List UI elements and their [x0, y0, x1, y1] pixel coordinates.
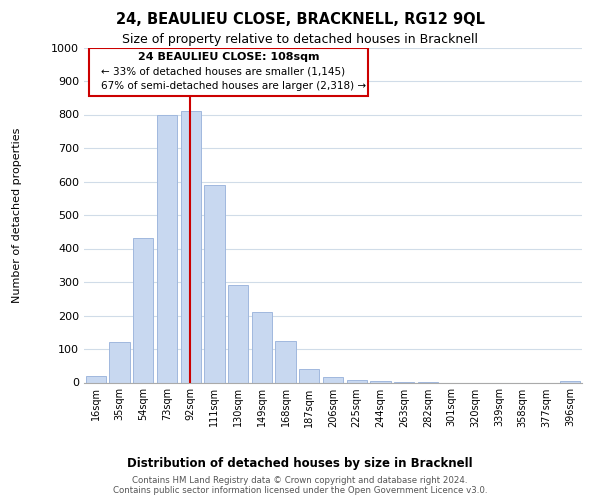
Bar — [181, 111, 201, 382]
Bar — [323, 378, 343, 382]
Bar — [252, 312, 272, 382]
Bar — [133, 238, 154, 382]
FancyBboxPatch shape — [89, 48, 368, 96]
Text: Size of property relative to detached houses in Bracknell: Size of property relative to detached ho… — [122, 32, 478, 46]
Bar — [157, 114, 177, 382]
Bar — [299, 369, 319, 382]
Text: ← 33% of detached houses are smaller (1,145): ← 33% of detached houses are smaller (1,… — [101, 67, 346, 77]
Y-axis label: Number of detached properties: Number of detached properties — [12, 128, 22, 302]
Bar — [205, 185, 224, 382]
Text: 67% of semi-detached houses are larger (2,318) →: 67% of semi-detached houses are larger (… — [101, 81, 367, 91]
Bar — [109, 342, 130, 382]
Text: Contains public sector information licensed under the Open Government Licence v3: Contains public sector information licen… — [113, 486, 487, 495]
Text: 24 BEAULIEU CLOSE: 108sqm: 24 BEAULIEU CLOSE: 108sqm — [137, 52, 319, 62]
Bar — [228, 286, 248, 382]
Bar — [86, 376, 106, 382]
Bar — [275, 340, 296, 382]
Bar — [347, 380, 367, 382]
Text: Distribution of detached houses by size in Bracknell: Distribution of detached houses by size … — [127, 458, 473, 470]
Bar — [560, 381, 580, 382]
Text: Contains HM Land Registry data © Crown copyright and database right 2024.: Contains HM Land Registry data © Crown c… — [132, 476, 468, 485]
Text: 24, BEAULIEU CLOSE, BRACKNELL, RG12 9QL: 24, BEAULIEU CLOSE, BRACKNELL, RG12 9QL — [115, 12, 485, 28]
